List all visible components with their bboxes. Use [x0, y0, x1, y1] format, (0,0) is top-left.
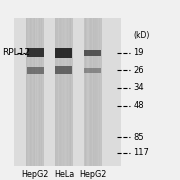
- FancyBboxPatch shape: [38, 18, 39, 166]
- Text: 19: 19: [133, 48, 144, 57]
- FancyBboxPatch shape: [67, 18, 68, 166]
- FancyBboxPatch shape: [39, 18, 40, 166]
- FancyBboxPatch shape: [40, 18, 41, 166]
- FancyBboxPatch shape: [69, 18, 70, 166]
- FancyBboxPatch shape: [86, 18, 87, 166]
- FancyBboxPatch shape: [33, 18, 34, 166]
- FancyBboxPatch shape: [37, 18, 38, 166]
- FancyBboxPatch shape: [60, 18, 61, 166]
- FancyBboxPatch shape: [99, 18, 100, 166]
- FancyBboxPatch shape: [70, 18, 71, 166]
- FancyBboxPatch shape: [42, 18, 43, 166]
- Text: RPL12: RPL12: [2, 48, 30, 57]
- FancyBboxPatch shape: [101, 18, 102, 166]
- FancyBboxPatch shape: [94, 18, 95, 166]
- FancyBboxPatch shape: [91, 18, 92, 166]
- FancyBboxPatch shape: [100, 18, 101, 166]
- FancyBboxPatch shape: [32, 18, 33, 166]
- FancyBboxPatch shape: [64, 18, 65, 166]
- FancyBboxPatch shape: [34, 18, 35, 166]
- FancyBboxPatch shape: [31, 18, 32, 166]
- FancyBboxPatch shape: [35, 18, 36, 166]
- FancyBboxPatch shape: [62, 18, 63, 166]
- FancyBboxPatch shape: [55, 66, 72, 74]
- FancyBboxPatch shape: [68, 18, 69, 166]
- FancyBboxPatch shape: [27, 67, 44, 74]
- FancyBboxPatch shape: [84, 68, 101, 73]
- FancyBboxPatch shape: [55, 18, 73, 166]
- FancyBboxPatch shape: [43, 18, 44, 166]
- FancyBboxPatch shape: [28, 18, 29, 166]
- FancyBboxPatch shape: [88, 18, 89, 166]
- FancyBboxPatch shape: [93, 18, 94, 166]
- FancyBboxPatch shape: [84, 18, 85, 166]
- FancyBboxPatch shape: [55, 18, 56, 166]
- FancyBboxPatch shape: [27, 18, 28, 166]
- FancyBboxPatch shape: [41, 18, 42, 166]
- FancyBboxPatch shape: [84, 18, 102, 166]
- FancyBboxPatch shape: [84, 50, 101, 56]
- FancyBboxPatch shape: [26, 18, 44, 166]
- FancyBboxPatch shape: [27, 48, 44, 57]
- FancyBboxPatch shape: [14, 18, 121, 166]
- FancyBboxPatch shape: [57, 18, 58, 166]
- FancyBboxPatch shape: [98, 18, 99, 166]
- FancyBboxPatch shape: [72, 18, 73, 166]
- Text: 48: 48: [133, 101, 144, 110]
- FancyBboxPatch shape: [66, 18, 67, 166]
- FancyBboxPatch shape: [71, 18, 72, 166]
- FancyBboxPatch shape: [65, 18, 66, 166]
- FancyBboxPatch shape: [94, 18, 95, 166]
- FancyBboxPatch shape: [85, 18, 86, 166]
- FancyBboxPatch shape: [92, 18, 93, 166]
- FancyBboxPatch shape: [30, 18, 31, 166]
- FancyBboxPatch shape: [89, 18, 90, 166]
- FancyBboxPatch shape: [97, 18, 98, 166]
- Text: 34: 34: [133, 83, 144, 92]
- FancyBboxPatch shape: [96, 18, 97, 166]
- FancyBboxPatch shape: [61, 18, 62, 166]
- Text: 85: 85: [133, 133, 144, 142]
- FancyBboxPatch shape: [36, 18, 37, 166]
- FancyBboxPatch shape: [56, 18, 57, 166]
- FancyBboxPatch shape: [29, 18, 30, 166]
- FancyBboxPatch shape: [58, 18, 59, 166]
- FancyBboxPatch shape: [63, 18, 64, 166]
- Text: 117: 117: [133, 148, 149, 158]
- Text: (kD): (kD): [133, 31, 150, 40]
- Text: 26: 26: [133, 66, 144, 75]
- Text: HeLa: HeLa: [54, 170, 74, 179]
- FancyBboxPatch shape: [87, 18, 88, 166]
- FancyBboxPatch shape: [26, 18, 27, 166]
- FancyBboxPatch shape: [95, 18, 96, 166]
- FancyBboxPatch shape: [59, 18, 60, 166]
- FancyBboxPatch shape: [55, 48, 72, 58]
- Text: HepG2: HepG2: [21, 170, 49, 179]
- Text: HepG2: HepG2: [79, 170, 106, 179]
- FancyBboxPatch shape: [90, 18, 91, 166]
